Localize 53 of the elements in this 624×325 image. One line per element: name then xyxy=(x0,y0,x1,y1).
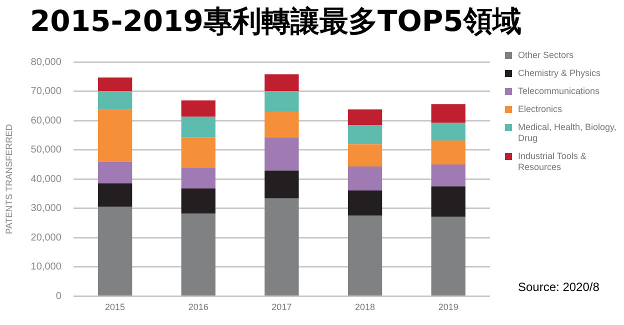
bar xyxy=(348,166,382,191)
y-tick-label: 60,000 xyxy=(30,115,62,126)
x-tick-label: 2019 xyxy=(438,302,458,312)
y-tick-label: 50,000 xyxy=(30,144,62,156)
bar xyxy=(181,168,216,188)
y-tick-label: 30,000 xyxy=(30,203,62,214)
bar xyxy=(264,170,299,198)
x-tick-label: 2018 xyxy=(355,302,376,312)
bar xyxy=(98,206,132,296)
y-tick-label: 0 xyxy=(56,290,62,302)
bar xyxy=(98,162,132,184)
bar xyxy=(264,111,299,138)
bar xyxy=(431,104,466,123)
x-tick-label: 2016 xyxy=(188,302,208,312)
bar xyxy=(348,190,382,216)
bar xyxy=(264,90,299,112)
bar xyxy=(98,90,132,110)
y-tick-label: 40,000 xyxy=(30,174,62,185)
bar xyxy=(431,186,466,217)
y-tick-label: 20,000 xyxy=(30,232,62,244)
bar xyxy=(348,109,382,126)
bar xyxy=(348,216,382,296)
y-tick-label: 80,000 xyxy=(30,56,62,68)
y-axis-title: PATENTS TRANSFERRED xyxy=(4,124,14,234)
bar xyxy=(98,183,132,207)
bar xyxy=(348,144,382,167)
legend-label: Telecommunications xyxy=(518,86,600,97)
bar xyxy=(264,198,299,296)
bar xyxy=(431,216,466,296)
x-tick-label: 2015 xyxy=(105,302,126,312)
bar xyxy=(431,164,466,186)
bar xyxy=(264,74,299,91)
source-note: Source: 2020/8 xyxy=(518,280,600,295)
legend-label: Industrial Tools & Resources xyxy=(518,151,588,173)
legend-label: Electronics xyxy=(518,104,562,115)
legend-label: Other Sectors xyxy=(518,50,574,61)
bar xyxy=(98,78,132,91)
bar xyxy=(181,137,216,168)
bar xyxy=(431,140,466,164)
chart-title: 2015-2019專利轉讓最多TOP5領域 xyxy=(30,3,522,40)
bar xyxy=(264,137,299,171)
bar xyxy=(181,100,216,117)
bar xyxy=(98,109,132,162)
bar xyxy=(181,188,216,214)
x-tick-label: 2017 xyxy=(272,302,292,312)
bar xyxy=(181,116,216,138)
legend-label: Chemistry & Physics xyxy=(518,68,601,79)
bar xyxy=(181,214,216,296)
bar xyxy=(431,122,466,140)
y-tick-label: 70,000 xyxy=(30,86,62,98)
bar xyxy=(348,125,382,144)
y-tick-label: 10,000 xyxy=(30,262,62,273)
legend-label: Medical, Health, Biology, Drug xyxy=(518,122,618,144)
